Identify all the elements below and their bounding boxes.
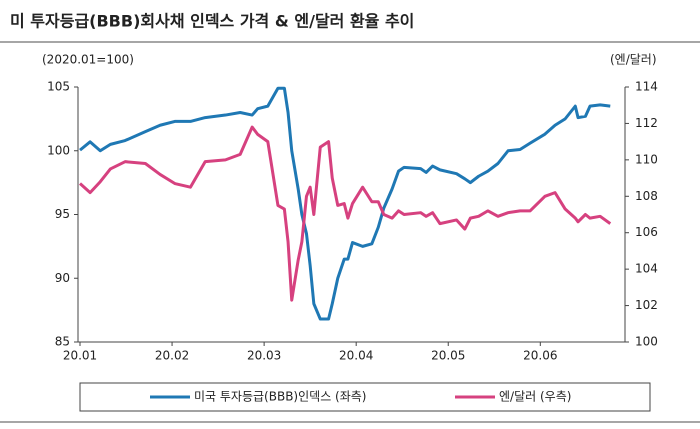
x-tick-label: 20.03 (247, 349, 281, 363)
chart-title: 미 투자등급(BBB)회사채 인덱스 가격 & 엔/달러 환율 추이 (10, 12, 414, 31)
x-tick-label: 20.01 (63, 349, 97, 363)
y-tick-label: 105 (47, 80, 70, 94)
y2-tick-label: 102 (635, 298, 658, 312)
x-tick-label: 20.05 (431, 349, 465, 363)
x-tick-label: 20.02 (155, 349, 189, 363)
legend-box (79, 382, 651, 412)
y2-tick-label: 114 (635, 80, 658, 94)
y2-tick-label: 104 (635, 262, 658, 276)
y2-tick-label: 112 (635, 116, 658, 130)
y-tick-label: 100 (47, 143, 70, 157)
legend-label: 미국 투자등급(BBB)인덱스 (좌측) (194, 390, 367, 404)
y2-tick-label: 110 (635, 152, 658, 166)
y-axis-label: (2020.01=100) (42, 53, 134, 67)
y2-axis-label: (엔/달러) (610, 53, 657, 67)
y-tick-label: 85 (55, 335, 70, 349)
series-line (79, 86, 611, 321)
y2-tick-label: 100 (635, 335, 658, 349)
y2-tick-label: 108 (635, 189, 658, 203)
x-tick-label: 20.06 (523, 349, 557, 363)
series-line (78, 125, 612, 302)
y-tick-label: 90 (55, 271, 70, 285)
x-tick-label: 20.04 (339, 349, 373, 363)
y-tick-label: 95 (55, 207, 70, 221)
y2-tick-label: 106 (635, 225, 658, 239)
legend-label: 엔/달러 (우측) (499, 390, 571, 404)
